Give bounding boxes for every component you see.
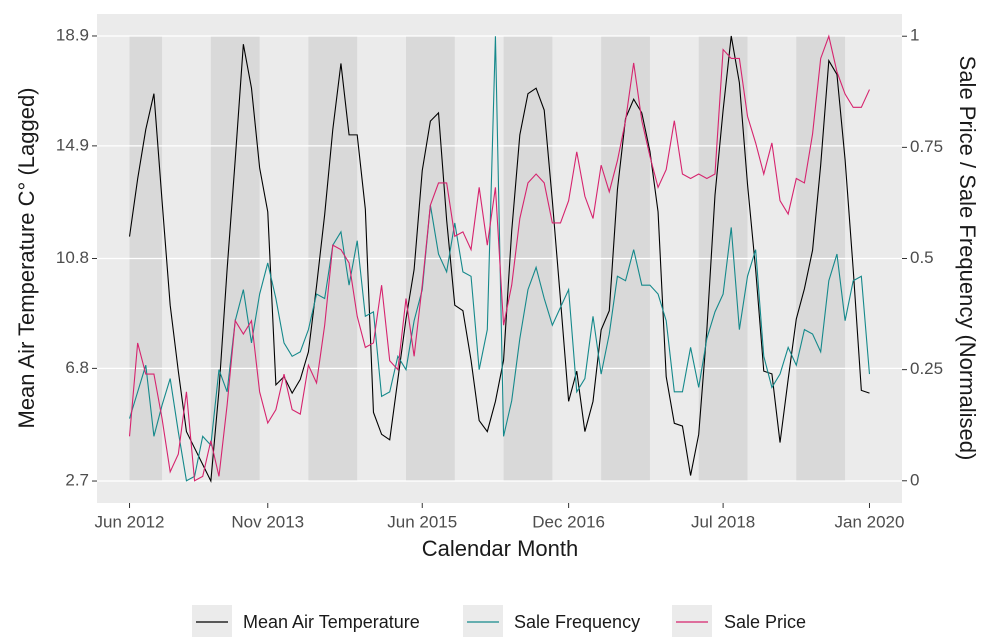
- y-tick-label: 14.9: [56, 135, 89, 154]
- x-tick-label: Dec 2016: [532, 512, 605, 531]
- y2-tick-label: 0.25: [910, 359, 943, 378]
- y2-tick-label: 0.75: [910, 137, 943, 156]
- legend-label: Sale Price: [724, 612, 806, 632]
- y-tick-label: 18.9: [56, 25, 89, 44]
- series-line: [128, 35, 870, 484]
- y-tick-label: 6.8: [65, 358, 89, 377]
- x-tick-label: Jul 2018: [691, 512, 755, 531]
- y-tick-label: 2.7: [65, 471, 89, 490]
- x-tick-label: Nov 2013: [231, 512, 304, 531]
- y2-tick-label: 0: [910, 470, 919, 489]
- legend-key: [672, 605, 712, 639]
- y2-axis-title: Sale Price / Sale Frequency (Normalised): [955, 56, 980, 461]
- x-tick-label: Jun 2015: [387, 512, 457, 531]
- y2-tick-label: 0.5: [910, 248, 934, 267]
- y-tick-label: 10.8: [56, 248, 89, 267]
- x-tick-label: Jan 2020: [834, 512, 904, 531]
- legend-label: Sale Frequency: [514, 612, 640, 632]
- y-axis-title: Mean Air Temperature C° (Lagged): [14, 87, 39, 428]
- legend-key: [192, 605, 232, 639]
- legend-key: [463, 605, 503, 639]
- series-line: [128, 34, 870, 482]
- legend-label: Mean Air Temperature: [243, 612, 420, 632]
- x-tick-label: Jun 2012: [95, 512, 165, 531]
- y2-tick-label: 1: [910, 26, 919, 45]
- x-axis-title: Calendar Month: [422, 536, 579, 561]
